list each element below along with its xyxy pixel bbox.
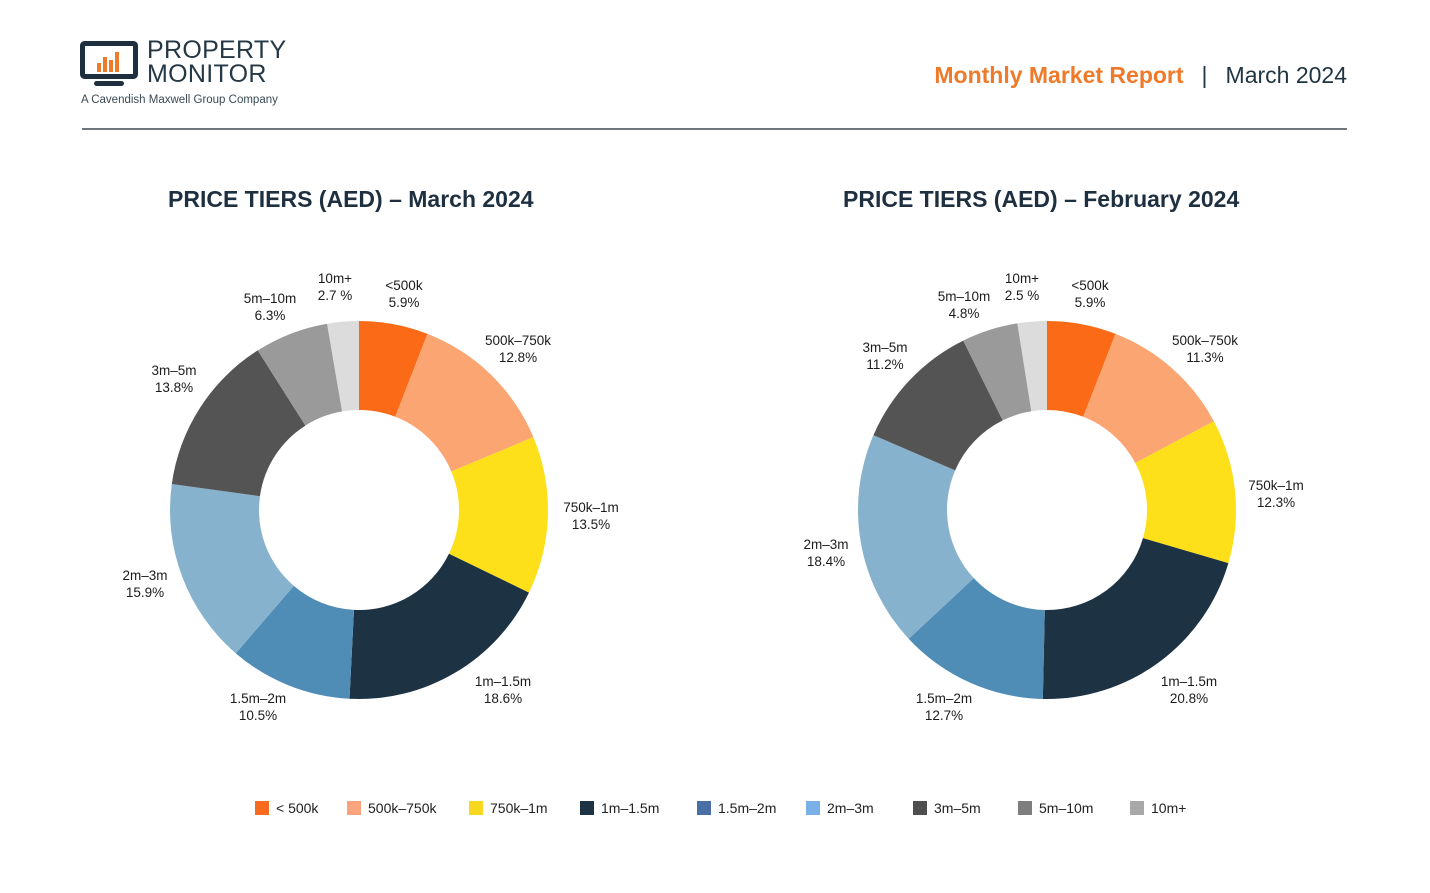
legend-item: 10m+ xyxy=(1130,800,1186,816)
slice-march-8 xyxy=(327,321,359,412)
slice-category-label: 5m–10m xyxy=(938,289,991,304)
brand-name: PROPERTY MONITOR xyxy=(147,36,287,88)
slice-march-3 xyxy=(349,553,529,699)
legend-swatch xyxy=(806,801,820,815)
chart-title-march: PRICE TIERS (AED) – March 2024 xyxy=(168,186,534,212)
slice-value-label: 13.8% xyxy=(155,380,193,395)
brand-logo: PROPERTY MONITOR A Cavendish Maxwell Gro… xyxy=(80,38,300,118)
slice-category-label: 750k–1m xyxy=(1248,478,1304,493)
legend-swatch xyxy=(347,801,361,815)
brand-line-2: MONITOR xyxy=(147,60,267,88)
slice-february-1 xyxy=(1083,333,1214,464)
slice-march-5 xyxy=(170,483,294,654)
legend-label: 10m+ xyxy=(1151,800,1187,816)
slice-value-label: 12.3% xyxy=(1257,495,1295,510)
legend-item: < 500k xyxy=(255,800,318,816)
chart-title-february: PRICE TIERS (AED) – February 2024 xyxy=(843,186,1240,212)
legend-swatch xyxy=(1018,801,1032,815)
slice-category-label: 1.5m–2m xyxy=(916,691,972,706)
legend-label: 500k–750k xyxy=(368,800,437,816)
slice-march-7 xyxy=(257,323,343,426)
donut-february: <500k 5.9% 500k–750k 11.3% 750k–1m 12.3% 1m–1.… xyxy=(803,271,1303,723)
slice-category-label: 3m–5m xyxy=(151,363,196,378)
slice-category-label: 2m–3m xyxy=(122,568,167,583)
slice-value-label: 12.7% xyxy=(925,708,963,723)
legend-item: 3m–5m xyxy=(913,800,981,816)
slice-category-label: 10m+ xyxy=(1005,271,1039,286)
slice-category-label: <500k xyxy=(385,278,422,293)
slice-value-label: 15.9% xyxy=(126,585,164,600)
legend-item: 750k–1m xyxy=(469,800,548,816)
legend-swatch xyxy=(580,801,594,815)
report-header: Monthly Market Report | March 2024 xyxy=(934,62,1347,89)
legend-swatch xyxy=(255,801,269,815)
legend-label: 2m–3m xyxy=(827,800,874,816)
slice-category-label: 500k–750k xyxy=(1172,333,1238,348)
slice-category-label: 750k–1m xyxy=(563,500,619,515)
legend-item: 2m–3m xyxy=(806,800,874,816)
slice-february-7 xyxy=(963,323,1032,421)
legend-label: 750k–1m xyxy=(490,800,548,816)
slice-february-3 xyxy=(1042,538,1229,699)
legend-item: 1.5m–2m xyxy=(697,800,776,816)
legend-label: 1.5m–2m xyxy=(718,800,777,816)
slice-category-label: 1m–1.5m xyxy=(475,674,531,689)
legend-label: 5m–10m xyxy=(1039,800,1094,816)
slice-value-label: 6.3% xyxy=(255,308,286,323)
slice-category-label: <500k xyxy=(1071,278,1108,293)
slice-march-0 xyxy=(359,321,428,417)
slice-february-5 xyxy=(858,435,974,639)
slice-category-label: 1m–1.5m xyxy=(1161,674,1217,689)
slice-category-label: 2m–3m xyxy=(803,537,848,552)
legend-swatch xyxy=(1130,801,1144,815)
slice-value-label: 20.8% xyxy=(1170,691,1208,706)
slice-march-2 xyxy=(448,437,548,593)
slice-value-label: 5.9% xyxy=(1075,295,1106,310)
slice-february-6 xyxy=(873,340,1003,471)
legend-swatch xyxy=(469,801,483,815)
header-divider xyxy=(82,128,1347,130)
slice-category-label: 5m–10m xyxy=(244,291,297,306)
slice-value-label: 18.4% xyxy=(807,554,845,569)
report-title: Monthly Market Report xyxy=(934,62,1184,88)
donut-march: <500k 5.9% 500k–750k 12.8% 750k–1m 13.5% 1m–1.… xyxy=(122,271,618,723)
slice-value-label: 2.5 % xyxy=(1005,288,1040,303)
legend-item: 1m–1.5m xyxy=(580,800,659,816)
legend-label: 3m–5m xyxy=(934,800,981,816)
slice-february-0 xyxy=(1047,321,1116,417)
monitor-chart-icon xyxy=(80,41,138,86)
slice-march-1 xyxy=(395,333,534,472)
slice-category-label: 10m+ xyxy=(318,271,352,286)
slice-value-label: 18.6% xyxy=(484,691,522,706)
slice-category-label: 500k–750k xyxy=(485,333,551,348)
chart-legend: < 500k 500k–750k 750k–1m 1m–1.5m 1.5m–2m 2m–3… xyxy=(0,800,1430,820)
slice-value-label: 10.5% xyxy=(239,708,277,723)
slice-value-label: 12.8% xyxy=(499,350,537,365)
brand-tagline: A Cavendish Maxwell Group Company xyxy=(81,94,278,106)
legend-swatch xyxy=(697,801,711,815)
slice-value-label: 5.9% xyxy=(389,295,420,310)
slice-value-label: 13.5% xyxy=(572,517,610,532)
slice-february-8 xyxy=(1017,321,1047,412)
legend-item: 5m–10m xyxy=(1018,800,1093,816)
legend-label: 1m–1.5m xyxy=(601,800,660,816)
slice-value-label: 4.8% xyxy=(949,306,980,321)
slice-category-label: 1.5m–2m xyxy=(230,691,286,706)
slice-value-label: 2.7 % xyxy=(318,288,353,303)
header-separator: | xyxy=(1201,62,1208,88)
slice-value-label: 11.3% xyxy=(1186,350,1223,365)
slice-value-label: 11.2% xyxy=(866,357,903,372)
slice-february-4 xyxy=(908,578,1045,699)
slice-category-label: 3m–5m xyxy=(862,340,907,355)
report-date: March 2024 xyxy=(1225,62,1347,88)
legend-label: < 500k xyxy=(276,800,319,816)
slice-march-6 xyxy=(171,350,306,497)
slice-february-2 xyxy=(1135,421,1236,564)
slice-march-4 xyxy=(235,585,354,699)
brand-line-1: PROPERTY xyxy=(147,36,287,64)
legend-swatch xyxy=(913,801,927,815)
legend-item: 500k–750k xyxy=(347,800,437,816)
